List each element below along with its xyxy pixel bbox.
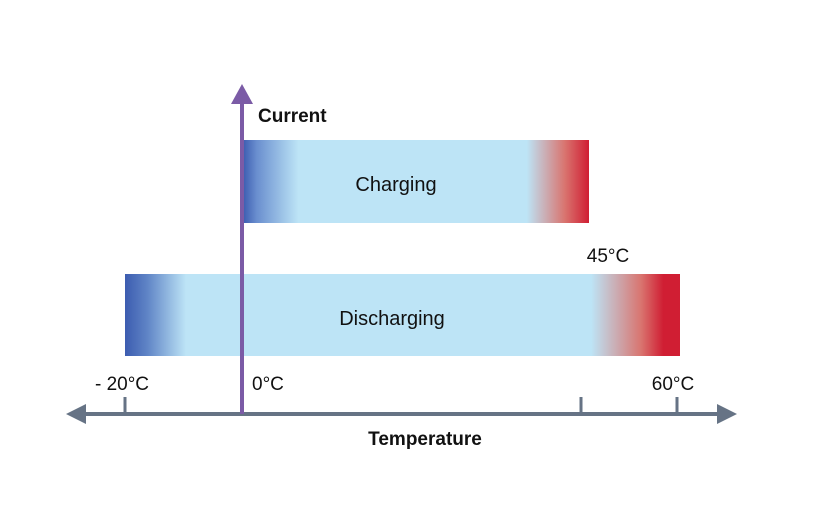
charging-label: Charging <box>355 174 436 196</box>
charging-band <box>243 140 589 223</box>
temperature-axis-left-arrow-icon <box>66 404 86 424</box>
temperature-axis-title: Temperature <box>368 429 482 450</box>
current-axis-arrow-icon <box>231 84 253 104</box>
temperature-axis-right-arrow-icon <box>717 404 737 424</box>
discharging-band <box>125 274 680 356</box>
current-axis-title: Current <box>258 106 327 127</box>
tick-label-max: 60°C <box>652 374 694 395</box>
charge-max-label: 45°C <box>587 246 629 267</box>
tick-label-min: - 20°C <box>95 374 149 395</box>
tick-label-zero: 0°C <box>252 374 284 395</box>
discharging-label: Discharging <box>339 308 445 330</box>
